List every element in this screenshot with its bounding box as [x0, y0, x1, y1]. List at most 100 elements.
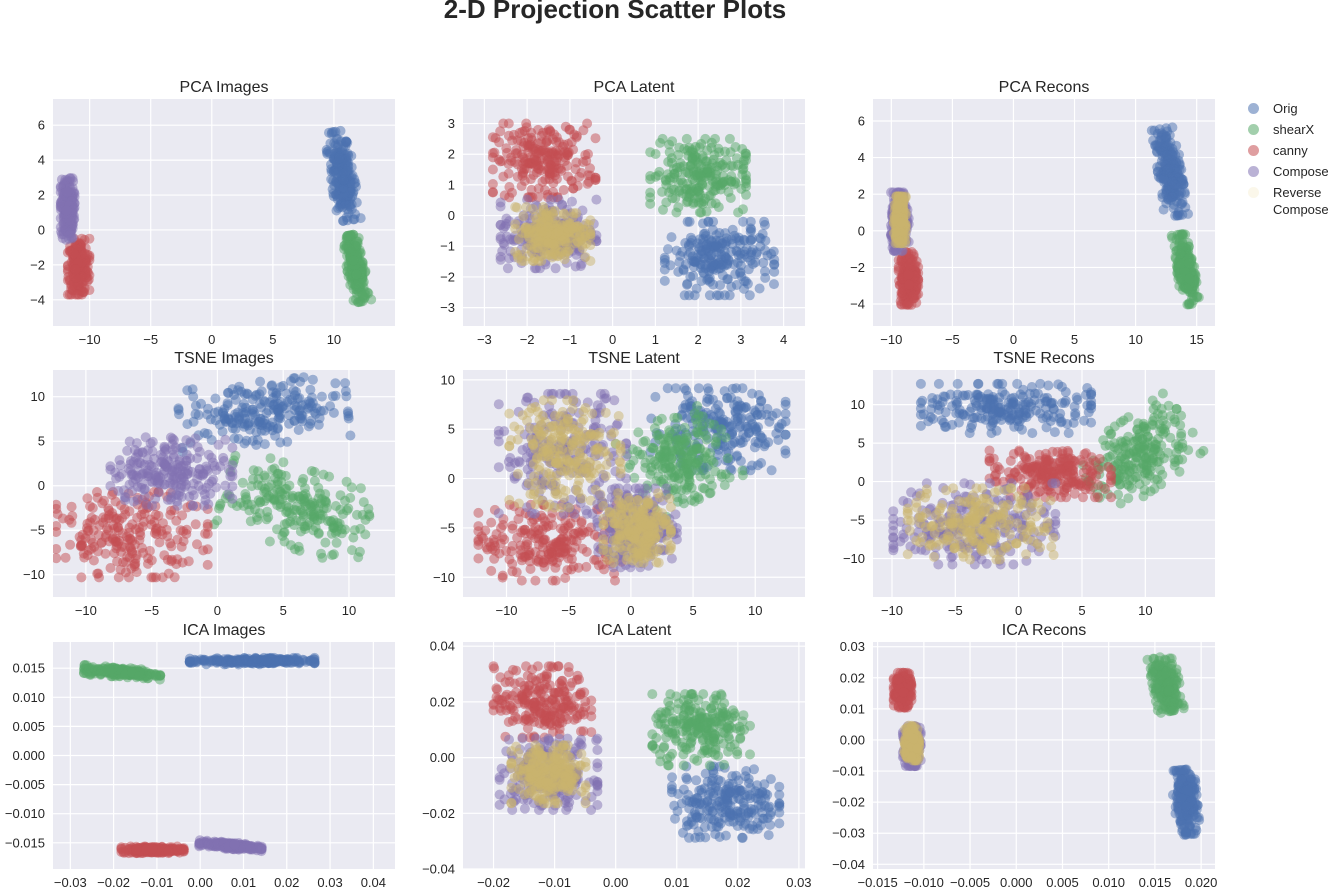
point-canny [65, 539, 76, 550]
point-orig [190, 400, 201, 411]
point-shearx [673, 202, 684, 213]
point-canny [202, 521, 213, 532]
point-canny [127, 548, 138, 559]
point-orig [762, 403, 773, 414]
point-orig [222, 400, 233, 411]
point-orig [682, 278, 693, 289]
point-shearx [1170, 252, 1181, 263]
point-orig [328, 188, 339, 199]
point-shearx [716, 424, 727, 435]
point-shearx [709, 150, 720, 160]
point-reverse-compose [538, 202, 549, 212]
y-tick-label: 1 [448, 177, 455, 192]
point-canny [591, 554, 602, 565]
point-reverse-compose [580, 231, 591, 242]
x-tick-label: −10 [79, 332, 101, 347]
point-reverse-compose [585, 240, 596, 251]
point-orig [285, 376, 296, 387]
point-orig [732, 405, 743, 416]
point-canny [562, 565, 573, 576]
point-orig [771, 428, 782, 439]
point-compose [493, 508, 504, 519]
point-compose [203, 499, 214, 510]
point-canny [893, 266, 904, 277]
point-orig [343, 413, 354, 424]
point-orig [704, 290, 715, 301]
point-canny [53, 553, 62, 564]
point-reverse-compose [528, 256, 538, 266]
point-orig [345, 430, 356, 441]
point-shearx [692, 186, 703, 196]
point-canny [573, 562, 584, 573]
point-shearx [705, 448, 716, 459]
point-orig [724, 290, 735, 301]
point-canny [135, 530, 146, 541]
point-canny [525, 556, 535, 567]
point-orig [239, 389, 250, 400]
point-compose [188, 500, 198, 511]
point-orig [182, 385, 193, 396]
point-reverse-compose [567, 223, 578, 234]
subplot-title: TSNE Images [174, 350, 274, 367]
point-canny [481, 542, 492, 553]
point-canny [501, 546, 512, 556]
point-canny [79, 248, 90, 259]
point-orig [1161, 132, 1172, 142]
point-compose [172, 500, 183, 511]
point-canny [577, 543, 588, 554]
point-orig [659, 252, 670, 263]
point-reverse-compose [518, 211, 529, 222]
point-canny [130, 558, 141, 569]
point-shearx [346, 482, 357, 493]
point-orig [727, 383, 738, 394]
point-orig [769, 259, 780, 270]
point-reverse-compose [510, 246, 521, 257]
point-compose [192, 442, 203, 453]
point-orig [255, 376, 266, 387]
point-reverse-compose [533, 236, 544, 246]
point-orig [1167, 176, 1178, 187]
point-orig [1158, 173, 1169, 184]
point-shearx [696, 138, 707, 149]
point-compose [63, 227, 74, 238]
point-shearx [709, 419, 719, 430]
x-tick-label: 10 [342, 603, 356, 618]
point-orig [678, 265, 689, 276]
point-shearx [1184, 298, 1195, 309]
y-tick-label: 3 [448, 116, 455, 131]
point-canny [543, 163, 554, 174]
point-shearx [671, 423, 682, 434]
point-orig [1167, 192, 1177, 203]
point-shearx [650, 149, 661, 159]
point-canny [68, 248, 79, 259]
point-orig [735, 267, 746, 278]
point-canny [105, 563, 116, 573]
point-shearx [702, 164, 713, 174]
point-shearx [669, 471, 680, 482]
scatter-points [53, 372, 375, 583]
point-shearx [238, 500, 249, 511]
point-shearx [246, 499, 257, 510]
point-shearx [331, 537, 342, 548]
y-tick-label: 6 [38, 118, 45, 133]
point-shearx [672, 412, 683, 423]
point-shearx [313, 482, 324, 493]
point-canny [558, 185, 569, 195]
point-orig [341, 391, 352, 402]
x-tick-label: 2 [695, 332, 702, 347]
point-canny [560, 573, 571, 583]
point-canny [507, 558, 518, 569]
point-canny [503, 130, 514, 141]
point-compose [220, 434, 231, 445]
point-compose [105, 461, 116, 472]
point-orig [719, 441, 730, 452]
point-orig [1152, 128, 1163, 139]
point-canny [913, 281, 924, 292]
point-shearx [298, 511, 309, 522]
point-shearx [351, 280, 362, 291]
point-compose [179, 481, 190, 492]
point-compose [227, 442, 238, 453]
point-orig [720, 252, 731, 263]
point-canny [151, 572, 161, 583]
point-canny [563, 171, 573, 182]
